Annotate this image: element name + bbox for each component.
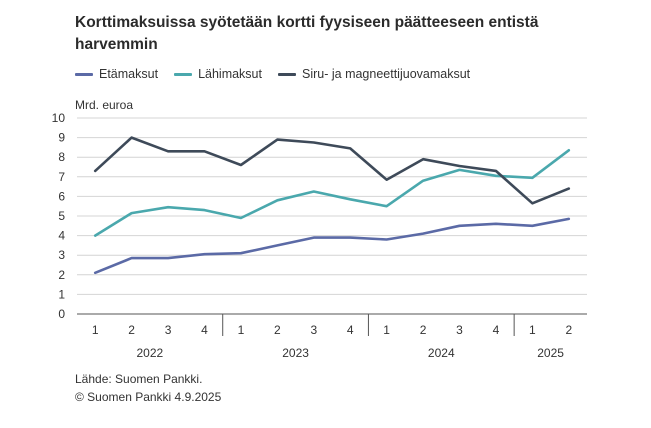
y-tick-label: 9 — [58, 131, 65, 145]
x-tick-label: 2 — [128, 323, 135, 337]
y-tick-label: 8 — [58, 150, 65, 164]
legend-item-etamaksut: Etämaksut — [75, 67, 158, 81]
y-tick-label: 2 — [58, 268, 65, 282]
legend: Etämaksut Lähimaksut Siru- ja magneettij… — [75, 67, 470, 81]
x-tick-label: 3 — [456, 323, 463, 337]
series-line-2 — [93, 136, 571, 205]
year-label: 2025 — [537, 346, 564, 360]
legend-label-lahimaksut: Lähimaksut — [198, 67, 262, 81]
y-tick-label: 1 — [58, 287, 65, 301]
legend-item-siru: Siru- ja magneettijuovamaksut — [278, 67, 470, 81]
legend-swatch-lahimaksut — [174, 72, 193, 76]
x-tick-label: 2 — [274, 323, 281, 337]
y-tick-label: 6 — [58, 189, 65, 203]
x-tick-label: 1 — [92, 323, 99, 337]
x-tick-label: 4 — [201, 323, 208, 337]
legend-swatch-siru — [278, 72, 296, 76]
x-tick-label: 1 — [383, 323, 390, 337]
x-tick-label: 2 — [565, 323, 572, 337]
source-note: Lähde: Suomen Pankki. — [75, 372, 203, 386]
chart-title: Korttimaksuissa syötetään kortti fyysise… — [75, 14, 539, 53]
year-label: 2022 — [137, 346, 164, 360]
x-tick-label: 4 — [347, 323, 354, 337]
legend-label-siru: Siru- ja magneettijuovamaksut — [302, 67, 471, 81]
y-tick-label: 5 — [58, 209, 65, 223]
legend-item-lahimaksut: Lähimaksut — [174, 67, 262, 81]
y-tick-label: 3 — [58, 248, 65, 262]
x-tick-label: 1 — [238, 323, 245, 337]
year-label: 2023 — [282, 346, 309, 360]
year-label: 2024 — [428, 346, 455, 360]
x-tick-label: 2 — [420, 323, 427, 337]
x-tick-label: 4 — [493, 323, 500, 337]
legend-label-etamaksut: Etämaksut — [99, 67, 159, 81]
y-axis-unit-label: Mrd. euroa — [75, 98, 134, 112]
y-tick-label: 10 — [52, 111, 66, 125]
legend-swatch-etamaksut — [75, 72, 93, 76]
x-tick-label: 3 — [165, 323, 172, 337]
y-tick-label: 0 — [58, 307, 65, 321]
y-tick-label: 7 — [58, 170, 65, 184]
copyright-note: © Suomen Pankki 4.9.2025 — [75, 390, 222, 404]
x-tick-label: 3 — [310, 323, 317, 337]
y-tick-label: 4 — [58, 229, 65, 243]
x-tick-label: 1 — [529, 323, 536, 337]
series-line-0 — [93, 217, 571, 275]
footer: Lähde: Suomen Pankki. © Suomen Pankki 4.… — [75, 370, 221, 406]
series-line-1 — [93, 149, 571, 237]
